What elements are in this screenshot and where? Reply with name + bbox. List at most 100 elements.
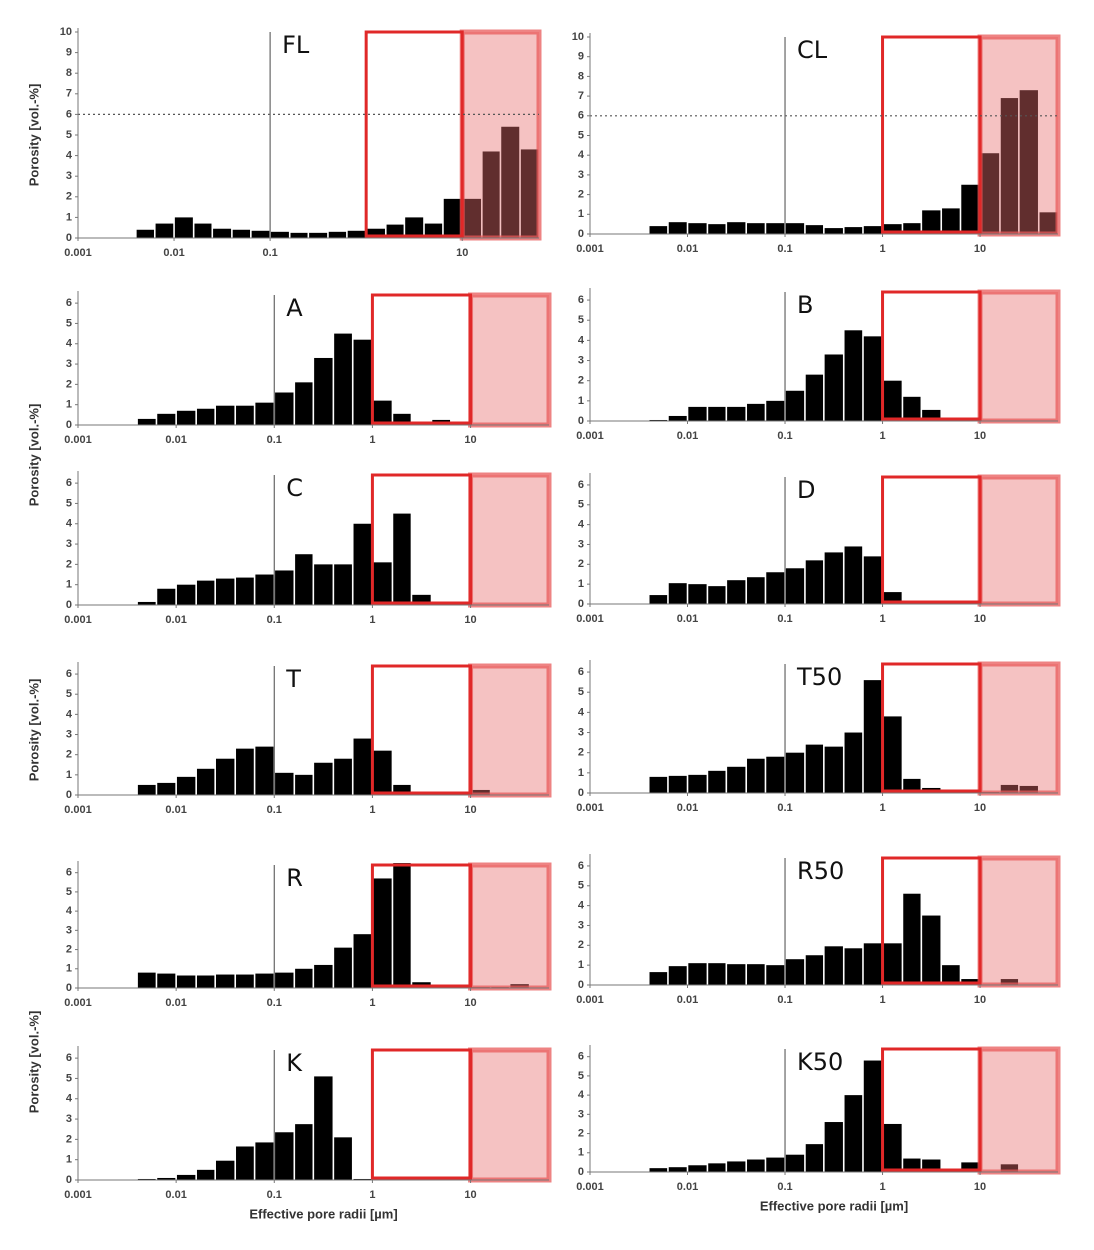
bar (157, 973, 176, 988)
y-tick-label: 9 (578, 51, 584, 63)
shaded-region (977, 855, 1061, 988)
bar (668, 966, 687, 985)
x-tick-label: 10 (456, 247, 468, 259)
panel: 0 1 2 3 4 5 6 0.001 0.01 0.1 1 10 T Porosity [vol.-%] (26, 662, 552, 816)
bar (844, 948, 863, 985)
bar (137, 601, 156, 605)
y-tick-label: 6 (66, 867, 72, 879)
bar (649, 595, 668, 604)
y-tick-label: 4 (578, 1089, 585, 1101)
bar (747, 758, 765, 793)
x-tick-label: 10 (974, 994, 986, 1006)
bar (270, 231, 289, 238)
bar (196, 1169, 215, 1180)
x-tick-label: 0.01 (677, 994, 698, 1006)
bar (314, 964, 333, 988)
bar (942, 208, 960, 234)
panel-title: FL (282, 31, 310, 59)
y-tick-label: 6 (66, 1052, 72, 1064)
bar (649, 776, 668, 793)
highlight-box (370, 1048, 473, 1180)
y-tick-label: 1 (66, 399, 72, 411)
bar (1019, 90, 1038, 234)
bar (196, 408, 215, 425)
x-tick-label: 0.001 (64, 997, 92, 1009)
x-tick-label: 0.01 (165, 1189, 186, 1201)
bar (353, 1178, 372, 1180)
bar (903, 893, 921, 985)
y-tick-label: 1 (66, 769, 72, 781)
bar (903, 223, 921, 234)
bar (295, 968, 313, 988)
y-tick-label: 3 (66, 728, 72, 740)
bar (727, 580, 746, 604)
x-tick-label: 0.01 (677, 1181, 698, 1193)
bar (213, 228, 232, 238)
panel-title: A (286, 294, 303, 322)
x-tick-label: 0.001 (64, 247, 92, 259)
y-tick-label: 4 (578, 334, 585, 346)
x-tick-label: 0.001 (576, 1181, 604, 1193)
y-tick-label: 2 (66, 1133, 72, 1145)
y-tick-label: 0 (66, 789, 72, 801)
bar (366, 228, 385, 238)
x-tick-label: 10 (464, 1189, 476, 1201)
panel: 0 1 2 3 4 5 6 0.001 0.01 0.1 1 10 K Porosity [vol.-%]… (26, 1011, 552, 1221)
panel: 0 1 2 3 4 5 6 0.001 0.01 0.1 1 10 R50 (576, 854, 1061, 1006)
bar (196, 975, 215, 988)
y-tick-label: 4 (578, 149, 585, 161)
y-tick-label: 0 (66, 982, 72, 994)
bar (353, 738, 372, 795)
y-tick-label: 4 (66, 1093, 73, 1105)
bar (863, 680, 882, 793)
y-tick-label: 5 (66, 886, 72, 898)
x-tick-label: 0.01 (677, 243, 698, 255)
y-tick-label: 0 (578, 979, 584, 991)
bar (805, 744, 824, 793)
bar (727, 406, 746, 421)
y-tick-label: 3 (578, 169, 584, 181)
shaded-region (468, 472, 552, 608)
highlight-box (881, 35, 982, 234)
bar (443, 198, 462, 238)
x-tick-label: 0.1 (777, 802, 792, 814)
bar (688, 963, 707, 985)
bar (328, 231, 347, 238)
y-tick-label: 2 (578, 558, 584, 570)
x-tick-label: 0.01 (677, 613, 698, 625)
bar (255, 973, 274, 988)
y-tick-label: 2 (578, 747, 584, 759)
y-axis-label: Porosity [vol.-%] (26, 404, 41, 507)
panel: 0 1 2 3 4 5 6 0.001 0.01 0.1 1 10 A Porosity [vol.-%] (26, 291, 552, 507)
y-tick-label: 6 (66, 297, 72, 309)
y-tick-label: 4 (578, 706, 585, 718)
bar (961, 1162, 980, 1172)
y-tick-label: 3 (578, 354, 584, 366)
bar (275, 772, 294, 795)
x-tick-label: 0.1 (777, 243, 792, 255)
bar (708, 406, 726, 421)
bar (883, 1123, 902, 1172)
bar (824, 354, 843, 421)
bar (251, 230, 270, 238)
shaded-region (977, 34, 1061, 237)
bar (157, 1177, 176, 1180)
bar (373, 562, 392, 605)
panel-title: B (797, 291, 813, 319)
panel-title: C (286, 474, 303, 502)
bar (393, 513, 411, 605)
y-tick-label: 7 (66, 88, 72, 100)
x-axis-label: Effective pore radii [µm] (249, 1206, 397, 1221)
bar (1000, 979, 1019, 985)
bar (353, 934, 372, 988)
x-tick-label: 0.001 (64, 434, 92, 446)
bar (334, 1137, 352, 1180)
y-tick-label: 5 (66, 129, 72, 141)
panel: 0 1 2 3 4 5 6 0.001 0.01 0.1 1 10 C (64, 471, 552, 626)
bar (727, 766, 746, 793)
y-tick-label: 2 (66, 943, 72, 955)
bar (961, 184, 980, 234)
y-tick-label: 9 (66, 47, 72, 59)
panel: 0 1 2 3 4 5 6 7 8 9 10 0.001 0.01 0.1 10 FL Porosity [vo… (26, 26, 542, 259)
bar (314, 1076, 333, 1180)
